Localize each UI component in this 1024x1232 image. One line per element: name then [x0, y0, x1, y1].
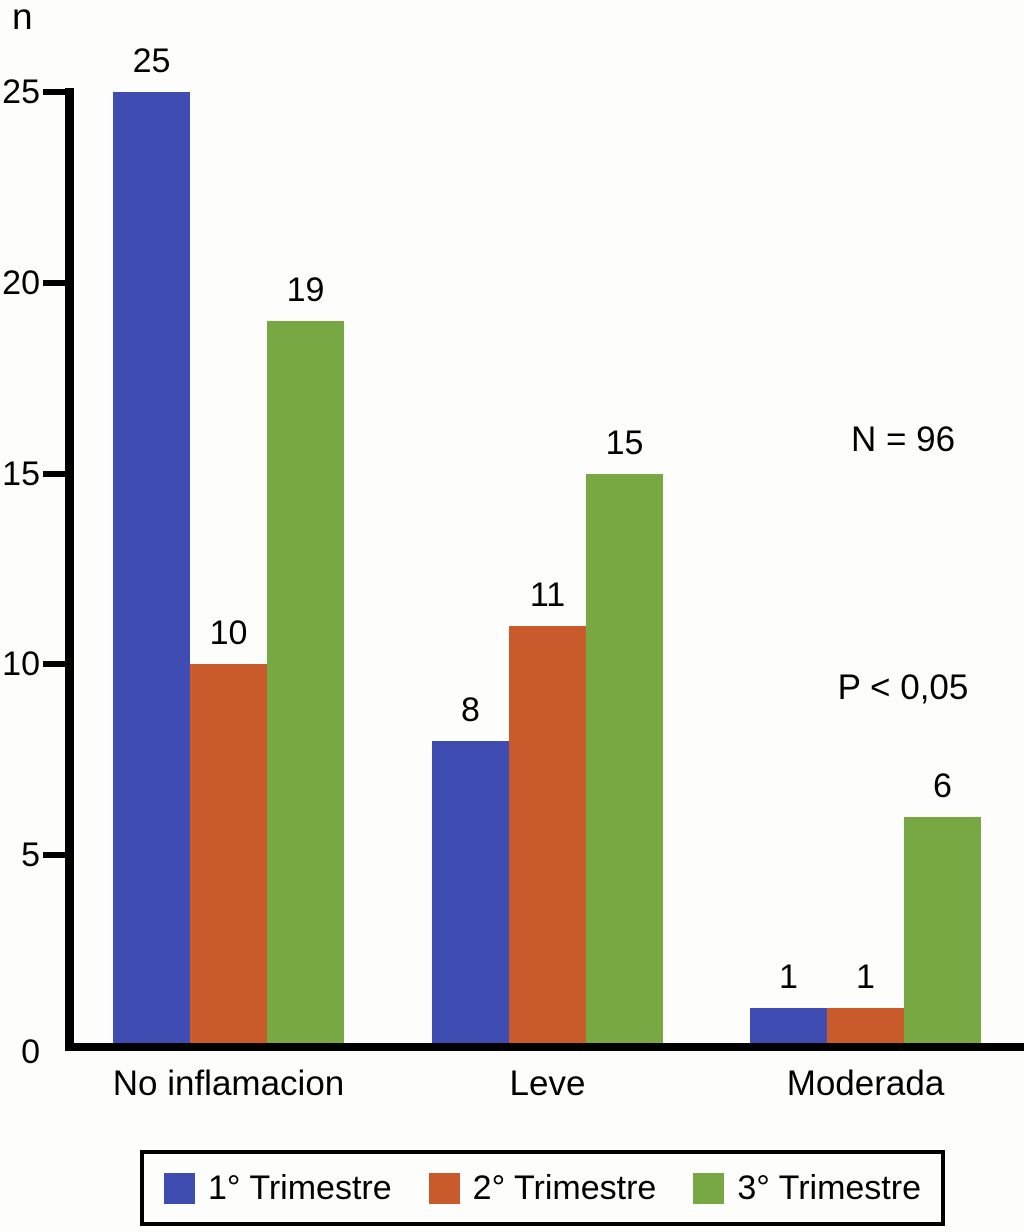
- y-tick-mark-10: [43, 661, 65, 668]
- legend-swatch-trimestre-2: [428, 1172, 460, 1204]
- bar-value-label-2-trimestre-no-inflamacion: 10: [209, 614, 248, 653]
- bar-value-label-3-trimestre-leve: 15: [605, 423, 644, 462]
- legend-swatch-trimestre-1: [164, 1172, 195, 1204]
- bar-1-trimestre-no-inflamacion: [113, 92, 190, 1046]
- bar-2-trimestre-leve: [509, 626, 586, 1046]
- bar-1-trimestre-leve: [432, 740, 509, 1046]
- bar-3-trimestre-leve: [586, 473, 663, 1046]
- bar-3-trimestre-moderada: [904, 817, 981, 1046]
- legend-label-trimestre-3: 3° Trimestre: [737, 1169, 921, 1207]
- legend-item-trimestre-1: 1° Trimestre: [164, 1168, 392, 1208]
- annotation-p-value: P < 0,05: [837, 668, 969, 707]
- x-axis-label-leve: Leve: [509, 1064, 586, 1103]
- x-axis-line: [65, 1043, 1024, 1051]
- legend-label-trimestre-1: 1° Trimestre: [208, 1169, 392, 1207]
- legend-label-trimestre-2: 2° Trimestre: [472, 1169, 657, 1207]
- legend: 1° Trimestre 2° Trimestre 3° Trimestre: [140, 1150, 945, 1226]
- y-tick-label-15: 15: [2, 454, 40, 493]
- bar-3-trimestre-no-inflamacion: [267, 320, 344, 1046]
- y-tick-label-0: 0: [21, 1033, 40, 1071]
- bar-2-trimestre-moderada: [827, 1007, 904, 1046]
- bar-2-trimestre-no-inflamacion: [190, 664, 267, 1046]
- y-tick-mark-25: [43, 89, 65, 95]
- y-tick-label-25: 25: [2, 73, 40, 111]
- x-axis-label-moderada: Moderada: [786, 1064, 945, 1103]
- y-tick-label-10: 10: [2, 645, 40, 684]
- legend-item-trimestre-2: 2° Trimestre: [428, 1168, 657, 1208]
- x-axis-label-no-inflamacion: No inflamacion: [112, 1064, 345, 1103]
- bar-value-label-3-trimestre-no-inflamacion: 19: [286, 270, 325, 309]
- bar-value-label-1-trimestre-moderada: 1: [779, 957, 798, 996]
- bar-value-label-3-trimestre-moderada: 6: [933, 767, 952, 806]
- bar-value-label-2-trimestre-moderada: 1: [856, 957, 875, 996]
- bar-value-label-2-trimestre-leve: 11: [529, 576, 566, 615]
- y-tick-label-5: 5: [21, 836, 40, 875]
- y-tick-mark-5: [43, 852, 65, 859]
- y-tick-mark-20: [43, 279, 65, 286]
- bar-value-label-1-trimestre-leve: 8: [461, 690, 480, 729]
- bar-value-label-1-trimestre-no-inflamacion: 25: [132, 42, 171, 80]
- y-axis-title: n: [12, 0, 33, 37]
- annotation-sample-size: N = 96: [850, 420, 956, 459]
- y-tick-mark-15: [43, 470, 65, 477]
- legend-swatch-trimestre-3: [693, 1172, 725, 1204]
- bar-1-trimestre-moderada: [750, 1007, 827, 1046]
- y-tick-label-20: 20: [2, 263, 40, 302]
- legend-item-trimestre-3: 3° Trimestre: [693, 1168, 921, 1208]
- y-axis-line: [65, 88, 74, 1051]
